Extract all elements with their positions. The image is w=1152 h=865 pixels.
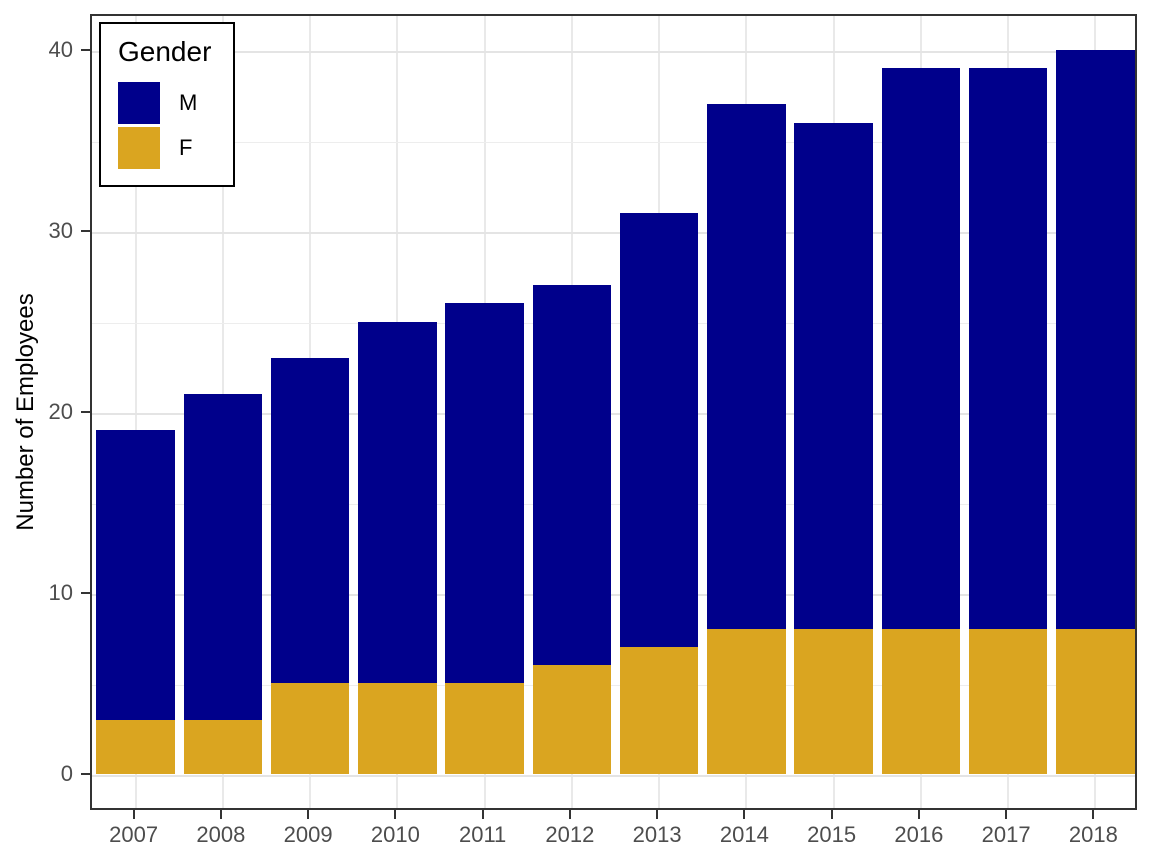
legend-label-female: F: [179, 135, 193, 160]
bar-2016-segment-male: [881, 68, 961, 630]
gridline-major-40: [92, 51, 1135, 54]
x-tick-label-2012: 2012: [545, 822, 595, 847]
gridline-major-30: [92, 232, 1135, 235]
bar-2018-segment-male: [1056, 50, 1135, 630]
gridline-major-20: [92, 413, 1135, 415]
x-tick-label-2010: 2010: [370, 822, 420, 847]
x-tick-2009: [307, 810, 310, 819]
bar-2009-segment-female: [270, 683, 350, 774]
bar-2011-segment-male: [445, 303, 524, 684]
gridline-minor-15: [92, 503, 1135, 505]
bar-2013: [619, 213, 699, 774]
bar-2007-segment-male: [96, 430, 175, 720]
y-tick-label-30: 30: [48, 218, 73, 244]
x-tick-label-2015: 2015: [807, 822, 857, 847]
bar-2014: [707, 104, 786, 774]
x-tick-label-2009: 2009: [283, 822, 333, 847]
x-tick-2015: [830, 810, 833, 819]
x-tick-2010: [394, 810, 397, 819]
bar-2017-segment-male: [968, 68, 1048, 630]
plot-panel: Gender M F: [90, 14, 1137, 810]
bar-2010: [358, 321, 437, 774]
bar-2007-segment-female: [96, 719, 175, 774]
bar-2015-segment-female: [794, 629, 873, 774]
x-tick-label-2011: 2011: [458, 822, 507, 847]
bar-2012-segment-male: [532, 285, 612, 666]
gridline-minor-5: [92, 684, 1135, 686]
gridline-minor-25: [92, 323, 1135, 325]
x-tick-label-2014: 2014: [719, 822, 769, 847]
legend-swatch-male: [118, 82, 160, 124]
bar-2007: [96, 430, 175, 774]
bar-2011-segment-female: [445, 683, 524, 774]
x-tick-2012: [568, 810, 571, 819]
bar-2013-segment-female: [619, 647, 699, 774]
bar-2015-segment-male: [794, 122, 873, 630]
x-tick-2011: [481, 810, 484, 819]
bar-2014-segment-female: [707, 629, 786, 774]
bar-2010-segment-female: [358, 683, 437, 774]
x-tick-2008: [219, 810, 222, 819]
bar-2010-segment-male: [358, 321, 437, 684]
x-tick-2017: [1005, 810, 1008, 819]
legend-title: Gender: [118, 36, 212, 67]
bar-2008-segment-male: [183, 393, 263, 720]
y-tick-10: [81, 591, 90, 594]
legend: Gender M F: [99, 22, 236, 187]
gridline-vertical-2007: [134, 16, 137, 808]
x-tick-2007: [132, 810, 135, 819]
x-tick-label-2018: 2018: [1068, 822, 1118, 847]
x-tick-label-2013: 2013: [632, 822, 682, 847]
x-tick-label-2016: 2016: [894, 822, 944, 847]
x-tick-label-2007: 2007: [109, 822, 159, 847]
x-tick-2018: [1092, 810, 1095, 819]
bar-2016: [881, 68, 961, 774]
bar-2016-segment-female: [881, 629, 961, 774]
x-tick-2013: [656, 810, 659, 819]
bar-2009: [270, 357, 350, 774]
y-tick-20: [81, 411, 90, 413]
x-tick-2014: [743, 810, 746, 819]
y-tick-label-0: 0: [60, 760, 73, 786]
gridline-major-10: [92, 593, 1135, 596]
y-tick-label-20: 20: [48, 399, 73, 424]
y-tick-0: [81, 772, 90, 775]
y-tick-30: [81, 230, 90, 233]
bar-2018-segment-female: [1056, 629, 1135, 774]
bar-2008: [183, 393, 263, 774]
legend-item-female: F: [118, 127, 211, 169]
gridline-minor-35: [92, 142, 1135, 144]
bar-2014-segment-male: [707, 104, 786, 630]
y-tick-label-40: 40: [48, 37, 73, 63]
legend-label-male: M: [179, 90, 198, 115]
y-tick-label-10: 10: [48, 579, 73, 605]
x-tick-2016: [917, 810, 920, 819]
bar-2018: [1056, 50, 1135, 774]
y-tick-40: [81, 49, 90, 52]
gridline-major-0: [92, 774, 1135, 777]
legend-swatch-female: [118, 127, 160, 169]
x-tick-label-2017: 2017: [981, 822, 1031, 847]
bar-2015: [794, 122, 873, 774]
bar-2012-segment-female: [532, 665, 612, 774]
bar-2017: [968, 68, 1048, 774]
bar-2009-segment-male: [270, 357, 350, 684]
bar-2012: [532, 285, 612, 774]
legend-item-male: M: [118, 82, 211, 124]
bar-2008-segment-female: [183, 719, 263, 774]
bar-2011: [445, 303, 524, 774]
bar-2013-segment-male: [619, 213, 699, 648]
bar-2017-segment-female: [968, 629, 1048, 774]
x-tick-label-2008: 2008: [196, 822, 246, 847]
